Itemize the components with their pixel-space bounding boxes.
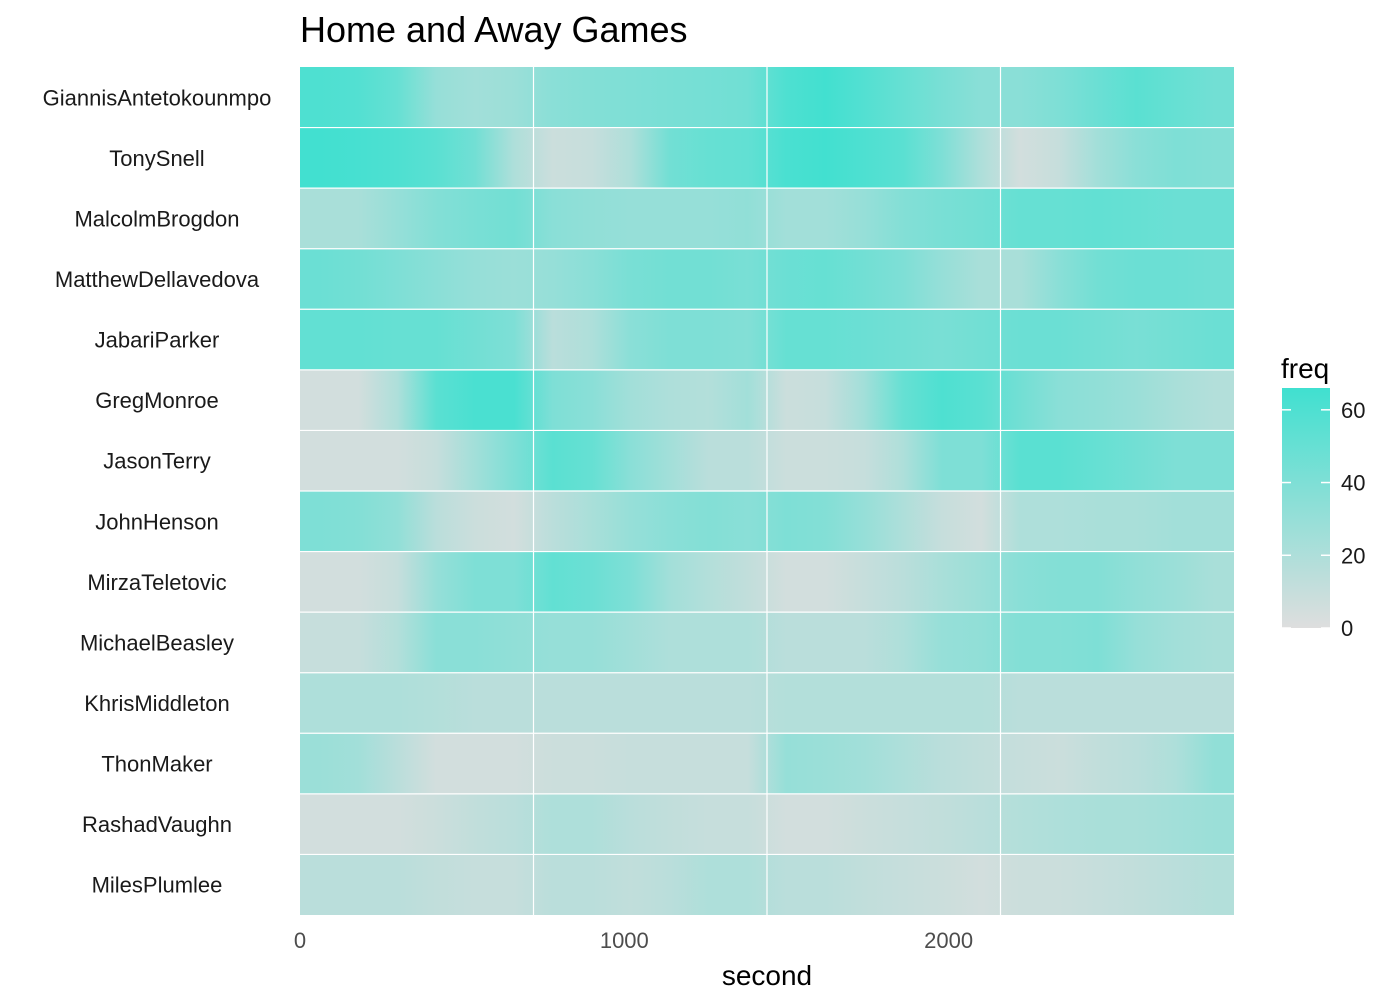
color-legend: freq 0 20 40 60 xyxy=(1281,353,1365,641)
x-tick-label: 1000 xyxy=(600,928,649,953)
y-axis-label: ThonMaker xyxy=(101,752,212,777)
legend-tick-label: 0 xyxy=(1341,616,1353,641)
x-gridlines xyxy=(532,67,1002,915)
y-axis-label: MilesPlumlee xyxy=(92,873,223,898)
legend-tick-label: 40 xyxy=(1341,471,1365,496)
y-axis-label: KhrisMiddleton xyxy=(84,691,230,716)
y-axis-label: GregMonroe xyxy=(95,388,219,413)
y-axis-label: GiannisAntetokounmpo xyxy=(43,85,272,110)
y-axis-label: MirzaTeletovic xyxy=(87,570,226,595)
x-tick-label: 0 xyxy=(294,928,306,953)
y-axis-label: RashadVaughn xyxy=(82,812,232,837)
y-axis-label: MatthewDellavedova xyxy=(55,267,260,292)
legend-tick-label: 20 xyxy=(1341,543,1365,568)
y-axis-label: JasonTerry xyxy=(103,449,211,474)
x-axis-title: second xyxy=(722,960,812,991)
y-axis-label: MichaelBeasley xyxy=(80,630,234,655)
y-axis-label: MalcolmBrogdon xyxy=(74,206,239,231)
legend-title: freq xyxy=(1281,353,1329,384)
y-axis-labels: GiannisAntetokounmpo TonySnell MalcolmBrog… xyxy=(43,85,272,897)
legend-colorbar xyxy=(1282,388,1330,628)
legend-tick-label: 60 xyxy=(1341,398,1365,423)
y-axis-label: TonySnell xyxy=(109,146,204,171)
x-tick-label: 2000 xyxy=(924,928,973,953)
y-axis-label: JohnHenson xyxy=(95,509,219,534)
x-axis-tick-labels: 0 1000 2000 xyxy=(294,928,973,953)
legend-ticks: 0 20 40 60 xyxy=(1282,398,1365,641)
y-axis-label: JabariParker xyxy=(95,328,220,353)
chart-title: Home and Away Games xyxy=(300,9,688,50)
